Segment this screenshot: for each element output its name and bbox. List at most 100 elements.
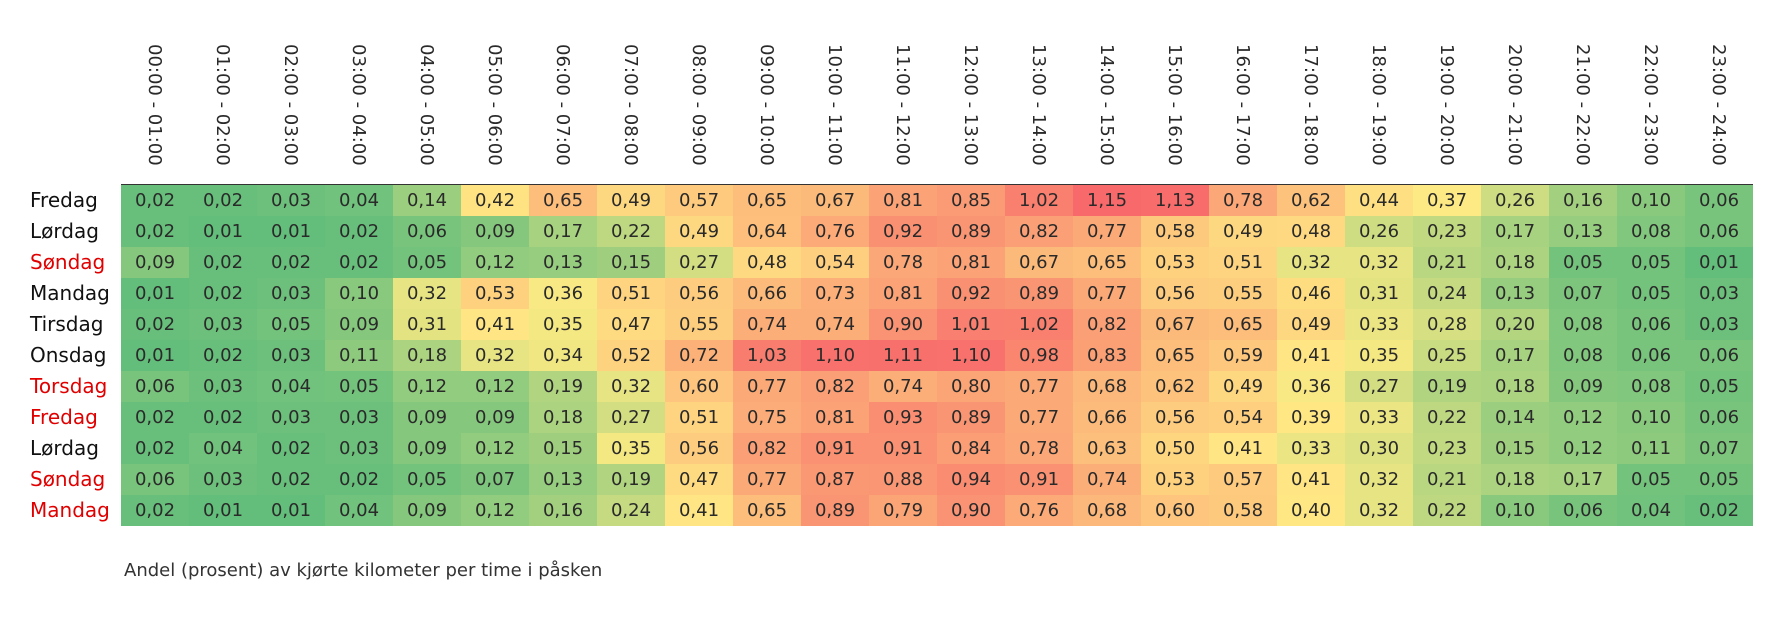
column-label-text: 08:00 - 09:00 xyxy=(688,44,709,166)
heatmap-cell: 0,22 xyxy=(1413,402,1481,433)
heatmap-cell: 0,06 xyxy=(1549,495,1617,526)
row-label: Mandag xyxy=(30,281,110,305)
heatmap-cell: 0,65 xyxy=(1073,247,1141,278)
heatmap-cell: 0,33 xyxy=(1345,402,1413,433)
heatmap-cell: 1,13 xyxy=(1141,185,1209,216)
heatmap-cell: 0,48 xyxy=(733,247,801,278)
column-label: 06:00 - 07:00 xyxy=(529,44,597,174)
heatmap-cell: 0,81 xyxy=(869,278,937,309)
row-label: Torsdag xyxy=(30,374,108,398)
column-label-text: 11:00 - 12:00 xyxy=(892,44,913,166)
heatmap-cell: 0,02 xyxy=(121,216,189,247)
heatmap-cell: 0,32 xyxy=(597,371,665,402)
heatmap-cell: 0,11 xyxy=(1617,433,1685,464)
heatmap-cell: 0,06 xyxy=(121,464,189,495)
heatmap-cell: 0,80 xyxy=(937,371,1005,402)
heatmap-cell: 0,76 xyxy=(1005,495,1073,526)
heatmap-cell: 0,26 xyxy=(1481,185,1549,216)
column-label-text: 14:00 - 15:00 xyxy=(1096,44,1117,166)
heatmap-cell: 0,77 xyxy=(1005,371,1073,402)
heatmap-cell: 0,20 xyxy=(1481,309,1549,340)
heatmap-cell: 0,18 xyxy=(1481,464,1549,495)
heatmap-cell: 0,39 xyxy=(1277,402,1345,433)
heatmap-cell: 0,12 xyxy=(1549,433,1617,464)
heatmap-cell: 1,10 xyxy=(801,340,869,371)
heatmap-cell: 0,41 xyxy=(1277,340,1345,371)
heatmap-cell: 0,09 xyxy=(393,495,461,526)
heatmap-cell: 0,05 xyxy=(1685,464,1753,495)
heatmap-cell: 0,32 xyxy=(1345,495,1413,526)
heatmap-cell: 0,41 xyxy=(461,309,529,340)
heatmap-cell: 0,88 xyxy=(869,464,937,495)
heatmap-cell: 0,36 xyxy=(529,278,597,309)
heatmap-cell: 0,24 xyxy=(1413,278,1481,309)
heatmap-cell: 0,17 xyxy=(1549,464,1617,495)
heatmap-cell: 0,35 xyxy=(597,433,665,464)
column-label: 04:00 - 05:00 xyxy=(393,44,461,174)
heatmap-cell: 0,74 xyxy=(1073,464,1141,495)
heatmap-cell: 0,91 xyxy=(801,433,869,464)
heatmap-cell: 0,06 xyxy=(1617,340,1685,371)
heatmap-cell: 0,03 xyxy=(189,371,257,402)
column-label: 14:00 - 15:00 xyxy=(1073,44,1141,174)
heatmap-cell: 1,15 xyxy=(1073,185,1141,216)
heatmap-cell: 0,74 xyxy=(801,309,869,340)
heatmap-cell: 0,11 xyxy=(325,340,393,371)
heatmap-cell: 0,05 xyxy=(325,371,393,402)
heatmap-cell: 0,90 xyxy=(869,309,937,340)
heatmap-cell: 0,68 xyxy=(1073,371,1141,402)
heatmap-cell: 0,93 xyxy=(869,402,937,433)
heatmap-cell: 0,72 xyxy=(665,340,733,371)
heatmap-cell: 0,02 xyxy=(189,278,257,309)
heatmap-cell: 1,02 xyxy=(1005,185,1073,216)
heatmap-cell: 0,77 xyxy=(733,371,801,402)
heatmap-cell: 0,74 xyxy=(869,371,937,402)
heatmap-cell: 0,51 xyxy=(597,278,665,309)
column-label-text: 23:00 - 24:00 xyxy=(1708,44,1729,166)
heatmap-cell: 0,03 xyxy=(189,309,257,340)
column-label: 01:00 - 02:00 xyxy=(189,44,257,174)
heatmap-cell: 0,06 xyxy=(393,216,461,247)
heatmap-cell: 0,58 xyxy=(1141,216,1209,247)
row-label: Fredag xyxy=(30,405,98,429)
heatmap-cell: 0,65 xyxy=(1141,340,1209,371)
heatmap-cell: 0,53 xyxy=(1141,247,1209,278)
heatmap-cell: 0,82 xyxy=(1073,309,1141,340)
row-label: Onsdag xyxy=(30,343,107,367)
heatmap-cell: 0,19 xyxy=(597,464,665,495)
column-label-text: 18:00 - 19:00 xyxy=(1368,44,1389,166)
heatmap-cell: 0,82 xyxy=(1005,216,1073,247)
heatmap-cell: 0,35 xyxy=(1345,340,1413,371)
heatmap-cell: 0,87 xyxy=(801,464,869,495)
heatmap-cell: 0,58 xyxy=(1209,495,1277,526)
heatmap-cell: 0,04 xyxy=(1617,495,1685,526)
heatmap-cell: 0,10 xyxy=(325,278,393,309)
heatmap-cell: 0,34 xyxy=(529,340,597,371)
heatmap-cell: 0,16 xyxy=(1549,185,1617,216)
heatmap-cell: 0,24 xyxy=(597,495,665,526)
heatmap-cell: 0,49 xyxy=(1209,371,1277,402)
heatmap-cell: 0,02 xyxy=(189,247,257,278)
heatmap-cell: 0,03 xyxy=(1685,309,1753,340)
heatmap-cell: 0,55 xyxy=(665,309,733,340)
heatmap-cell: 0,03 xyxy=(325,433,393,464)
heatmap-cell: 0,57 xyxy=(1209,464,1277,495)
heatmap-cell: 0,98 xyxy=(1005,340,1073,371)
heatmap-cell: 0,06 xyxy=(1617,309,1685,340)
column-label: 18:00 - 19:00 xyxy=(1345,44,1413,174)
heatmap-cell: 1,01 xyxy=(937,309,1005,340)
heatmap-cell: 0,85 xyxy=(937,185,1005,216)
heatmap-cell: 0,68 xyxy=(1073,495,1141,526)
heatmap-cell: 0,16 xyxy=(529,495,597,526)
column-label-text: 12:00 - 13:00 xyxy=(960,44,981,166)
heatmap-cell: 0,40 xyxy=(1277,495,1345,526)
heatmap-cell: 0,07 xyxy=(1685,433,1753,464)
heatmap-cell: 0,08 xyxy=(1617,371,1685,402)
heatmap-cell: 0,25 xyxy=(1413,340,1481,371)
column-label: 10:00 - 11:00 xyxy=(801,44,869,174)
column-label: 20:00 - 21:00 xyxy=(1481,44,1549,174)
heatmap-cell: 0,53 xyxy=(1141,464,1209,495)
heatmap-cell: 0,02 xyxy=(121,433,189,464)
heatmap-cell: 1,11 xyxy=(869,340,937,371)
heatmap-cell: 0,02 xyxy=(1685,495,1753,526)
